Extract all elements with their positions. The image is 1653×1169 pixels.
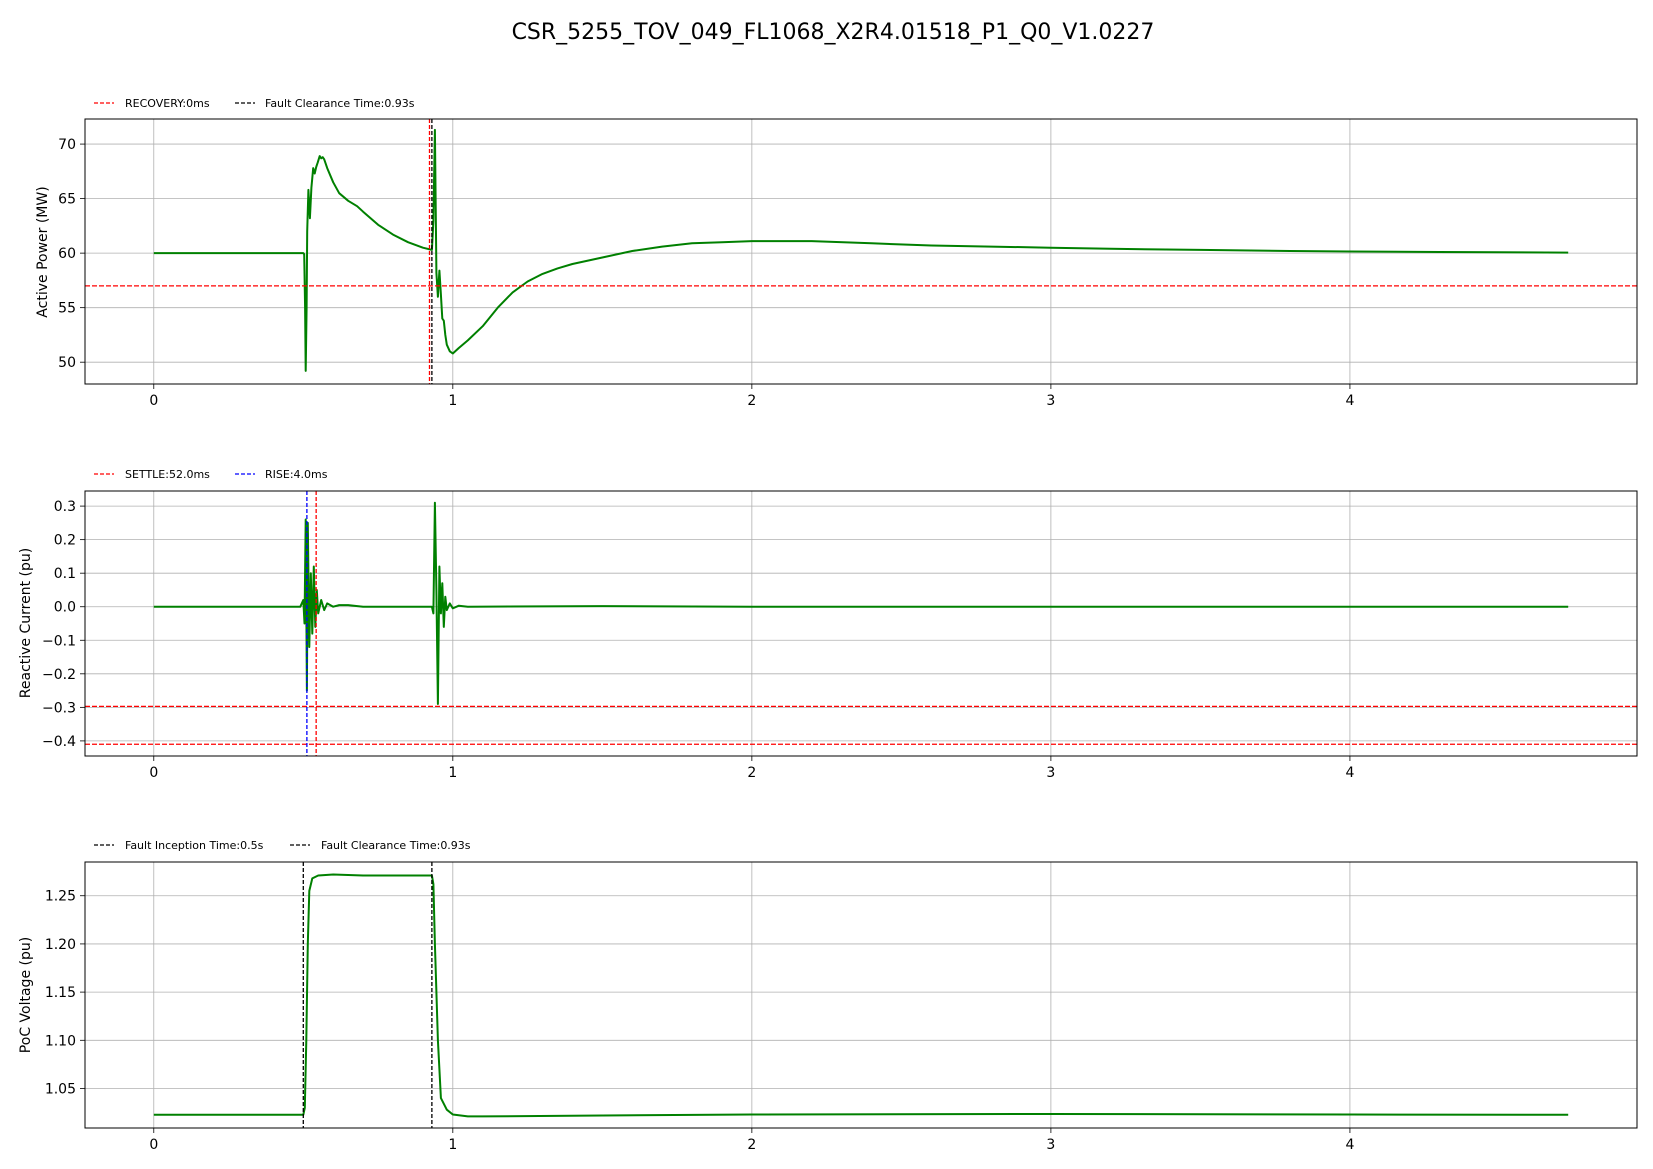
x-tick-label: 0 [149, 1137, 158, 1153]
x-tick-label: 2 [747, 1137, 756, 1153]
x-tick-label: 4 [1345, 765, 1354, 781]
plot-frame [84, 118, 1638, 385]
poc-voltage-panel: Fault Inception Time:0.5s Fault Clearanc… [18, 839, 1638, 1153]
fault-clearance-legend-label: Fault Clearance Time:0.93s [265, 97, 415, 110]
y-tick-label: 1.05 [45, 1081, 76, 1097]
y-tick-label: 1.10 [45, 1033, 76, 1049]
y-tick-label: 0.2 [54, 533, 76, 549]
reactive-current-plot: 0 1 2 3 4 −0.4 −0.3 −0.2 −0.1 0.0 0.1 0.2 0.3 [42, 490, 1638, 781]
x-tick-label: 3 [1046, 1137, 1055, 1153]
y-tick-label: 0.0 [54, 600, 76, 616]
x-tick-label: 2 [747, 393, 756, 409]
y-tick-label: 60 [58, 246, 76, 262]
rise-legend-label: RISE:4.0ms [265, 468, 328, 481]
y-tick-label: −0.1 [42, 633, 76, 649]
x-tick-label: 2 [747, 765, 756, 781]
poc-voltage-legend: Fault Inception Time:0.5s Fault Clearanc… [94, 839, 471, 852]
reactive-current-legend: SETTLE:52.0ms RISE:4.0ms [94, 468, 328, 481]
poc-voltage-y-label: PoC Voltage (pu) [18, 937, 34, 1053]
y-tick-label: 65 [58, 192, 76, 208]
y-tick-label: −0.3 [42, 700, 76, 716]
fault-clearance-legend-label: Fault Clearance Time:0.93s [321, 839, 471, 852]
plot-frame [84, 490, 1638, 757]
reactive-current-panel: SETTLE:52.0ms RISE:4.0ms Reactive Curren… [18, 468, 1638, 781]
signal-line [153, 128, 1569, 372]
y-tick-label: 0.1 [54, 566, 76, 582]
y-tick-label: 1.20 [45, 937, 76, 953]
y-tick-label: 55 [58, 301, 76, 317]
figure-title: CSR_5255_TOV_049_FL1068_X2R4.01518_P1_Q0… [512, 20, 1155, 45]
poc-voltage-plot: 0 1 2 3 4 1.05 1.10 1.15 1.20 1.25 [45, 861, 1638, 1153]
x-tick-label: 4 [1345, 1137, 1354, 1153]
x-tick-label: 0 [149, 765, 158, 781]
active-power-panel: RECOVERY:0ms Fault Clearance Time:0.93s … [35, 97, 1638, 409]
signal-line [153, 873, 1569, 1118]
recovery-legend-label: RECOVERY:0ms [125, 97, 210, 110]
x-tick-label: 1 [448, 393, 457, 409]
active-power-plot: 0 1 2 3 4 50 55 60 65 70 [58, 118, 1638, 409]
signal-line [153, 501, 1569, 705]
y-tick-label: −0.2 [42, 667, 76, 683]
x-tick-label: 1 [448, 1137, 457, 1153]
reactive-current-y-label: Reactive Current (pu) [18, 548, 34, 698]
y-tick-label: 1.25 [45, 889, 76, 905]
plot-frame [84, 861, 1638, 1129]
y-tick-label: 50 [58, 355, 76, 371]
settle-legend-label: SETTLE:52.0ms [125, 468, 210, 481]
x-tick-label: 4 [1345, 393, 1354, 409]
active-power-y-label: Active Power (MW) [35, 186, 51, 317]
x-tick-label: 1 [448, 765, 457, 781]
x-tick-label: 0 [149, 393, 158, 409]
fault-inception-legend-label: Fault Inception Time:0.5s [125, 839, 264, 852]
y-tick-label: 0.3 [54, 499, 76, 515]
y-tick-label: −0.4 [42, 734, 76, 750]
x-tick-label: 3 [1046, 765, 1055, 781]
active-power-legend: RECOVERY:0ms Fault Clearance Time:0.93s [94, 97, 415, 110]
x-tick-label: 3 [1046, 393, 1055, 409]
y-tick-label: 1.15 [45, 985, 76, 1001]
y-tick-label: 70 [58, 137, 76, 153]
